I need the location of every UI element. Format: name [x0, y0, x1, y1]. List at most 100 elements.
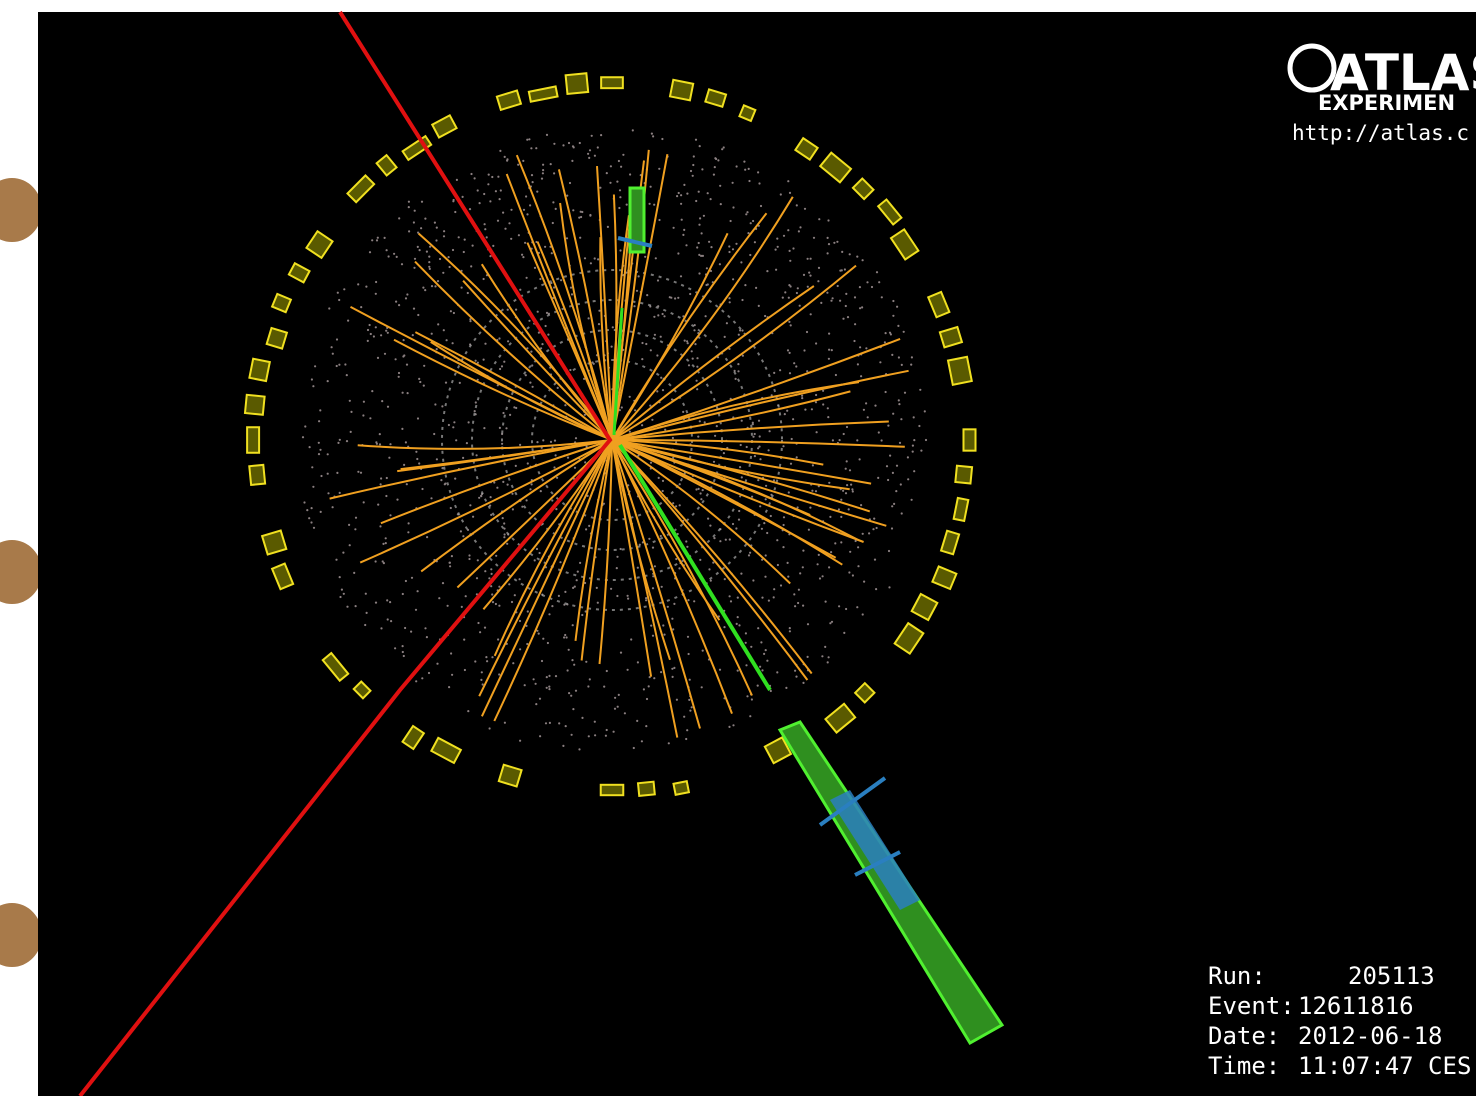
- hit: [736, 616, 739, 619]
- track: [357, 439, 613, 450]
- hit: [369, 332, 372, 336]
- hit: [759, 665, 762, 668]
- hit: [584, 461, 587, 464]
- hit: [701, 168, 704, 171]
- hit: [900, 363, 903, 366]
- hit: [769, 689, 772, 693]
- atlas-logo: ATLAS EXPERIMEN http://atlas.c: [1287, 43, 1476, 145]
- hit: [683, 183, 686, 186]
- hit: [490, 513, 493, 517]
- hit: [683, 339, 686, 342]
- hit: [508, 583, 511, 586]
- track: [414, 260, 613, 441]
- hit: [732, 724, 735, 727]
- hit: [626, 668, 629, 671]
- hit: [719, 540, 722, 543]
- hit: [790, 437, 793, 441]
- hit: [865, 402, 868, 405]
- hit: [794, 669, 797, 672]
- hit: [906, 456, 910, 459]
- hit: [697, 487, 700, 490]
- hit: [535, 703, 538, 706]
- hit: [563, 636, 566, 639]
- cal-cell: [763, 736, 793, 765]
- hit: [826, 236, 829, 239]
- hit: [418, 377, 421, 380]
- hit: [562, 744, 565, 748]
- hit: [401, 650, 404, 654]
- hit: [513, 406, 516, 409]
- hit: [744, 641, 747, 644]
- hit: [816, 563, 819, 566]
- hit: [489, 200, 492, 203]
- hit: [531, 181, 534, 184]
- hit: [897, 356, 901, 359]
- hit: [540, 177, 544, 180]
- track: [420, 439, 613, 573]
- hit: [359, 471, 363, 474]
- hit: [549, 163, 552, 166]
- hit: [606, 225, 610, 228]
- hit: [532, 678, 535, 681]
- hit: [600, 134, 603, 137]
- hit: [619, 249, 622, 252]
- hit: [382, 562, 385, 565]
- hit: [575, 579, 578, 582]
- hit: [339, 595, 342, 599]
- jet-core: [830, 790, 920, 910]
- hit: [788, 351, 791, 354]
- track: [611, 439, 837, 559]
- hit: [706, 192, 709, 195]
- hit: [847, 508, 850, 511]
- hit: [400, 263, 404, 266]
- track: [482, 439, 613, 610]
- hit: [691, 357, 694, 360]
- hit: [416, 457, 419, 461]
- hit: [633, 305, 636, 308]
- hit: [658, 167, 661, 170]
- hit: [880, 296, 883, 299]
- hit: [747, 232, 750, 235]
- hit: [735, 527, 738, 530]
- hit: [814, 401, 818, 404]
- hit: [745, 213, 748, 216]
- hit: [792, 418, 795, 421]
- hit: [567, 648, 570, 651]
- hit: [680, 218, 683, 221]
- hit: [597, 258, 600, 261]
- hit: [328, 307, 331, 310]
- hit: [498, 426, 501, 429]
- hit: [405, 483, 408, 486]
- hit: [749, 222, 752, 225]
- hit: [482, 358, 485, 361]
- hit: [434, 285, 437, 288]
- hit: [911, 450, 914, 453]
- hit: [487, 183, 490, 186]
- hit: [637, 275, 640, 278]
- hit: [803, 349, 806, 352]
- hit: [759, 204, 763, 208]
- hit: [735, 242, 738, 245]
- hit: [385, 494, 388, 498]
- hit: [695, 379, 698, 382]
- hit: [583, 377, 586, 380]
- info-label: Run:: [1208, 962, 1266, 990]
- hit: [724, 538, 727, 541]
- hit: [860, 504, 863, 507]
- hit: [404, 579, 407, 583]
- hit: [447, 423, 450, 427]
- hit: [483, 223, 486, 226]
- hit: [537, 331, 541, 334]
- info-value: 12611816: [1298, 992, 1414, 1020]
- layer-ring: [441, 269, 783, 611]
- hit: [887, 478, 890, 482]
- hit: [570, 694, 573, 697]
- hit: [829, 622, 832, 625]
- hit: [463, 238, 466, 241]
- hit: [398, 304, 401, 307]
- hit: [407, 200, 410, 203]
- cal-cell: [672, 780, 691, 796]
- hit: [861, 259, 864, 262]
- hit: [519, 443, 522, 446]
- hit: [578, 216, 581, 219]
